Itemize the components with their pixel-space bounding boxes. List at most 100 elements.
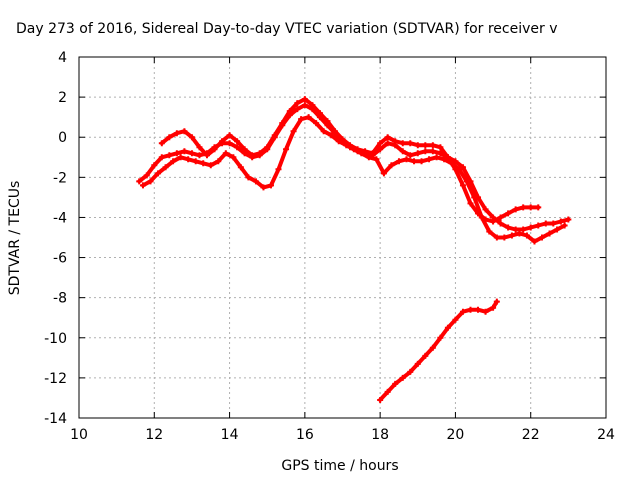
data-point [207,162,214,169]
data-point [437,144,444,151]
y-tick-label: -10 [44,331,67,347]
x-tick-label: 14 [221,427,239,443]
data-point [407,368,414,375]
data-point [478,214,485,221]
data-point [226,140,233,147]
y-tick-label: 4 [58,50,67,66]
data-point [535,222,542,229]
data-point [377,146,384,153]
data-point [211,146,218,153]
data-point [557,218,564,225]
data-point [294,100,301,107]
y-tick-label: -6 [53,251,67,267]
data-point [497,220,504,227]
y-tick-label: 2 [58,90,67,106]
data-point [407,152,414,159]
data-point [512,226,519,233]
data-point [490,218,497,225]
data-point [429,344,436,351]
chart-title: Day 273 of 2016, Sidereal Day-to-day VTE… [16,21,558,37]
data-point [162,164,169,171]
data-point [554,226,561,233]
data-point [377,140,384,147]
x-tick-label: 18 [371,427,389,443]
data-point [422,352,429,359]
data-point [422,142,429,149]
data-point [392,138,399,145]
data-point [151,162,158,169]
data-point [512,206,519,213]
data-point [467,306,474,313]
data-point [260,184,267,191]
data-point [286,108,293,115]
data-point [136,178,143,185]
data-point [192,158,199,165]
data-point [264,144,271,151]
data-point [377,396,384,403]
data-point [459,164,466,171]
data-point [365,154,372,161]
data-point [437,150,444,157]
data-point [279,120,286,127]
y-tick-label: -8 [53,291,67,307]
data-point [219,138,226,145]
data-point [143,172,150,179]
data-point [350,146,357,153]
data-point [441,156,448,163]
x-tick-label: 12 [145,427,163,443]
data-point [561,222,568,229]
data-point [399,148,406,155]
x-tick-label: 20 [447,427,465,443]
data-point [531,238,538,245]
x-tick-label: 22 [522,427,540,443]
data-point [486,228,493,235]
data-point [384,140,391,147]
data-point [437,334,444,341]
data-point [158,140,165,147]
data-point [316,110,323,117]
y-tick-label: -14 [44,411,67,427]
data-point [335,138,342,145]
data-point [237,164,244,171]
data-point [497,214,504,221]
data-point [384,388,391,395]
plot-frame [78,56,607,419]
data-point [475,306,482,313]
data-point [234,138,241,145]
data-point [448,160,455,167]
data-point [173,150,180,157]
y-tick-label: -4 [53,210,67,226]
data-point [535,204,542,211]
data-point [196,152,203,159]
x-tick-label: 16 [296,427,314,443]
data-point [403,156,410,163]
data-point [426,156,433,163]
data-point [373,156,380,163]
data-point [505,224,512,231]
x-axis-label: GPS time / hours [281,458,398,474]
data-point [452,158,459,165]
data-point [523,232,530,239]
data-point [271,132,278,139]
data-point [301,102,308,109]
data-point [520,204,527,211]
data-point [298,116,305,123]
data-point [411,158,418,165]
data-point [173,130,180,137]
data-point [305,114,312,121]
data-point [490,304,497,311]
x-tick-label: 10 [70,427,88,443]
data-point [501,234,508,241]
data-point [290,128,297,135]
data-point [320,128,327,135]
data-point [170,158,177,165]
data-point [328,132,335,139]
data-point [399,140,406,147]
data-point [215,158,222,165]
data-point [147,178,154,185]
data-point [245,174,252,181]
data-point [181,148,188,155]
data-point [166,134,173,141]
